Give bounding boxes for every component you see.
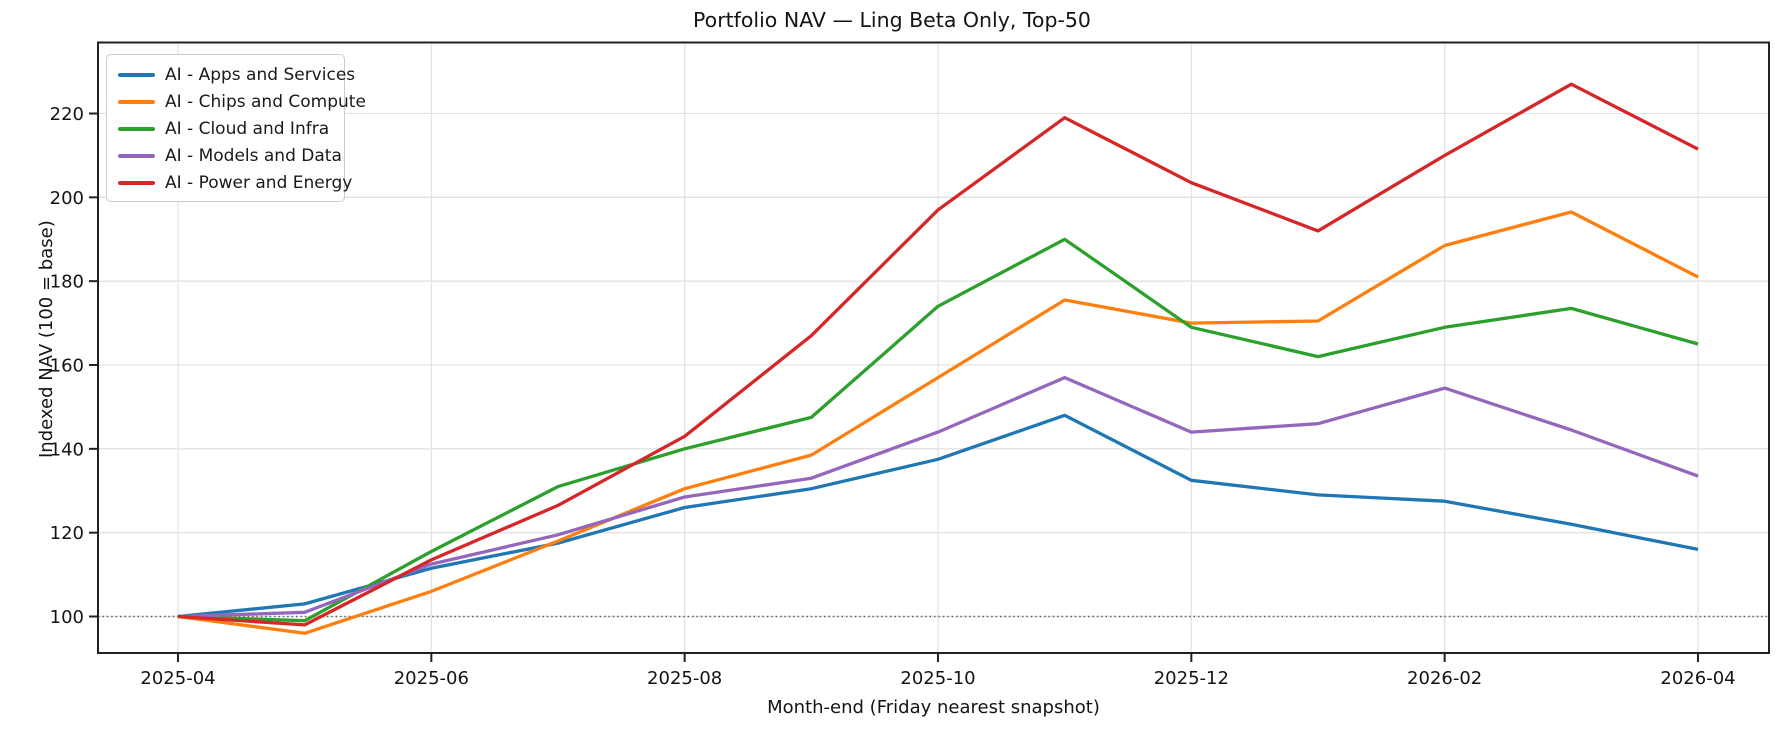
series-line bbox=[177, 82, 1699, 627]
legend-line-icon bbox=[118, 73, 155, 77]
x-tick-label: 2026-04 bbox=[1660, 668, 1735, 689]
legend-item: AI - Power and Energy bbox=[118, 170, 352, 196]
x-tick-label: 2025-10 bbox=[900, 668, 975, 689]
legend-item: AI - Models and Data bbox=[118, 143, 342, 169]
y-tick-label: 100 bbox=[50, 607, 84, 628]
x-tick-label: 2025-12 bbox=[1154, 668, 1229, 689]
y-tick-label: 200 bbox=[50, 188, 84, 209]
y-tick-label: 180 bbox=[50, 272, 84, 293]
y-tick-label: 140 bbox=[50, 439, 84, 460]
legend-line-icon bbox=[118, 181, 155, 185]
legend-item-label: AI - Power and Energy bbox=[165, 172, 353, 193]
legend-item-label: AI - Apps and Services bbox=[165, 64, 356, 85]
x-tick-label: 2025-04 bbox=[140, 668, 215, 689]
axes-box bbox=[97, 41, 1770, 654]
y-tick-label: 160 bbox=[50, 356, 84, 377]
series-line bbox=[177, 413, 1699, 619]
legend-line-icon bbox=[118, 127, 155, 131]
series-line bbox=[177, 237, 1699, 623]
legend-line-icon bbox=[118, 100, 155, 104]
x-tick-label: 2026-02 bbox=[1407, 668, 1482, 689]
y-tick-label: 120 bbox=[50, 523, 84, 544]
y-tick-label: 220 bbox=[50, 104, 84, 125]
legend-line-icon bbox=[118, 154, 155, 158]
legend-item-label: AI - Models and Data bbox=[165, 145, 342, 166]
series-line bbox=[177, 375, 1699, 619]
chart-title: Portfolio NAV — Ling Beta Only, Top-50 bbox=[693, 8, 1091, 32]
legend-item: AI - Cloud and Infra bbox=[118, 116, 334, 142]
x-tick-label: 2025-08 bbox=[647, 668, 722, 689]
x-tick-label: 2025-06 bbox=[394, 668, 469, 689]
legend: AI - Apps and Services AI - Chips and Com… bbox=[106, 54, 366, 202]
legend-item: AI - Apps and Services bbox=[118, 62, 355, 88]
x-axis-label: Month-end (Friday nearest snapshot) bbox=[767, 697, 1100, 718]
legend-item-label: AI - Chips and Compute bbox=[165, 91, 366, 112]
legend-item: AI - Chips and Compute bbox=[118, 89, 366, 115]
legend-item-label: AI - Cloud and Infra bbox=[165, 118, 330, 139]
series-line bbox=[177, 210, 1699, 635]
